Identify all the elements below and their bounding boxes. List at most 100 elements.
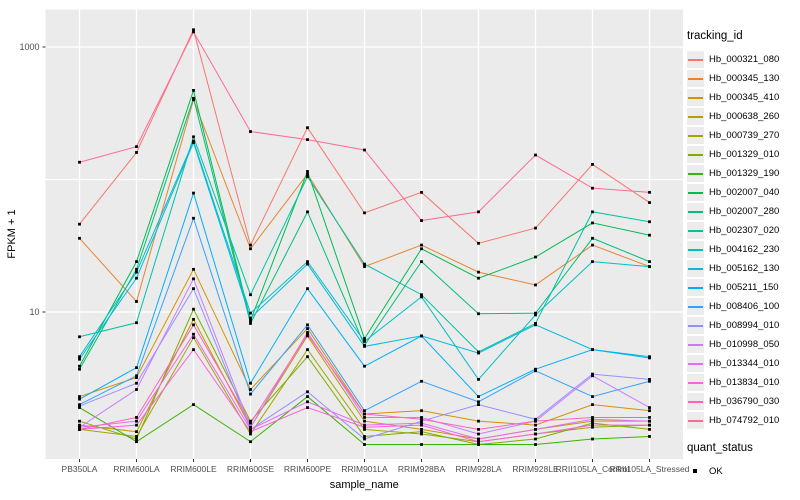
data-point	[420, 379, 423, 383]
data-point	[135, 321, 138, 325]
data-point	[648, 435, 651, 438]
data-point	[78, 355, 81, 359]
data-point	[363, 265, 366, 269]
data-point	[534, 367, 537, 371]
x-tick-label: PB350LA	[62, 464, 98, 474]
legend-panel: tracking_id Hb_000321_080 Hb_000345_130 Hb…	[687, 30, 799, 481]
data-point	[363, 443, 366, 446]
data-point	[363, 262, 366, 266]
data-point	[306, 332, 309, 336]
data-point	[135, 276, 138, 280]
data-point	[135, 267, 138, 271]
y-tick-label: 1000	[19, 42, 39, 52]
legend-key-line-icon	[687, 222, 704, 239]
data-point	[534, 153, 537, 157]
data-point	[363, 423, 366, 427]
data-point	[420, 247, 423, 251]
data-point	[192, 191, 195, 195]
data-point	[249, 243, 252, 247]
data-point	[591, 437, 594, 441]
data-point	[534, 283, 537, 287]
legend-item-label: Hb_001329_190	[709, 168, 780, 179]
data-point	[135, 270, 138, 274]
data-point	[135, 388, 138, 391]
data-point	[135, 423, 138, 427]
data-point	[192, 332, 195, 336]
legend-key-line-icon	[687, 203, 704, 220]
legend-key-line-icon	[687, 355, 704, 372]
legend-item-label: Hb_000638_260	[709, 111, 780, 122]
data-point	[249, 440, 252, 444]
data-point	[78, 395, 81, 398]
data-point	[135, 260, 138, 264]
data-point	[591, 221, 594, 225]
data-point	[363, 425, 366, 429]
x-tick-label: RRIM928LE	[512, 464, 559, 474]
legend-item-quant-OK: OK	[687, 462, 799, 481]
legend-title-tracking-id: tracking_id	[687, 30, 743, 42]
legend-title-quant-status: quant_status	[687, 442, 753, 454]
data-point	[249, 425, 252, 429]
data-point	[534, 226, 537, 230]
legend-item-Hb_008406_100: Hb_008406_100	[687, 297, 799, 316]
data-point	[591, 348, 594, 352]
legend-item-label: Hb_000345_410	[709, 92, 780, 103]
data-point	[78, 425, 81, 429]
data-point	[249, 130, 252, 133]
legend-item-Hb_000345_410: Hb_000345_410	[687, 88, 799, 107]
legend-key-line-icon	[687, 374, 704, 391]
data-point	[192, 287, 195, 291]
legend-key-line-icon	[687, 317, 704, 334]
legend-item-label: Hb_000321_080	[709, 54, 780, 65]
data-point	[477, 210, 480, 214]
data-point	[420, 430, 423, 434]
data-point	[306, 170, 309, 173]
legend-key-line-icon	[687, 336, 704, 353]
legend-item-label: Hb_002307_020	[709, 225, 780, 236]
data-point	[306, 210, 309, 214]
legend-item-Hb_000345_130: Hb_000345_130	[687, 69, 799, 88]
legend-item-label: Hb_013344_010	[709, 358, 780, 369]
data-point	[249, 293, 252, 297]
data-point	[363, 416, 366, 419]
data-point	[648, 379, 651, 383]
data-point	[591, 186, 594, 190]
data-point	[591, 421, 594, 425]
legend-key-line-icon	[687, 260, 704, 277]
data-point	[135, 145, 138, 149]
data-point	[192, 348, 195, 352]
x-tick-label: RRIM928BA	[398, 464, 446, 474]
data-point	[420, 416, 423, 419]
data-point	[591, 260, 594, 264]
legend-item-Hb_036790_030: Hb_036790_030	[687, 392, 799, 411]
data-point	[306, 175, 309, 179]
data-point	[420, 417, 423, 421]
data-point	[249, 381, 252, 385]
data-point	[420, 419, 423, 423]
x-tick-label: RRIM600PE	[284, 464, 332, 474]
legend-item-Hb_002007_280: Hb_002007_280	[687, 202, 799, 221]
data-point	[534, 313, 537, 317]
data-point	[78, 403, 81, 407]
data-point	[249, 392, 252, 396]
data-point	[135, 376, 138, 379]
data-point	[591, 372, 594, 376]
legend-item-label: Hb_010998_050	[709, 339, 780, 350]
data-point	[306, 323, 309, 327]
data-point	[306, 355, 309, 359]
data-point	[78, 419, 81, 423]
data-point	[78, 367, 81, 371]
data-point	[363, 337, 366, 340]
data-point	[135, 430, 138, 434]
legend-item-Hb_005162_130: Hb_005162_130	[687, 259, 799, 278]
data-point	[363, 435, 366, 438]
data-point	[420, 334, 423, 338]
legend-key-line-icon	[687, 165, 704, 182]
legend-item-Hb_001329_190: Hb_001329_190	[687, 164, 799, 183]
data-point	[420, 409, 423, 413]
data-point	[477, 440, 480, 444]
data-point	[249, 322, 252, 325]
legend-item-Hb_008994_010: Hb_008994_010	[687, 316, 799, 335]
